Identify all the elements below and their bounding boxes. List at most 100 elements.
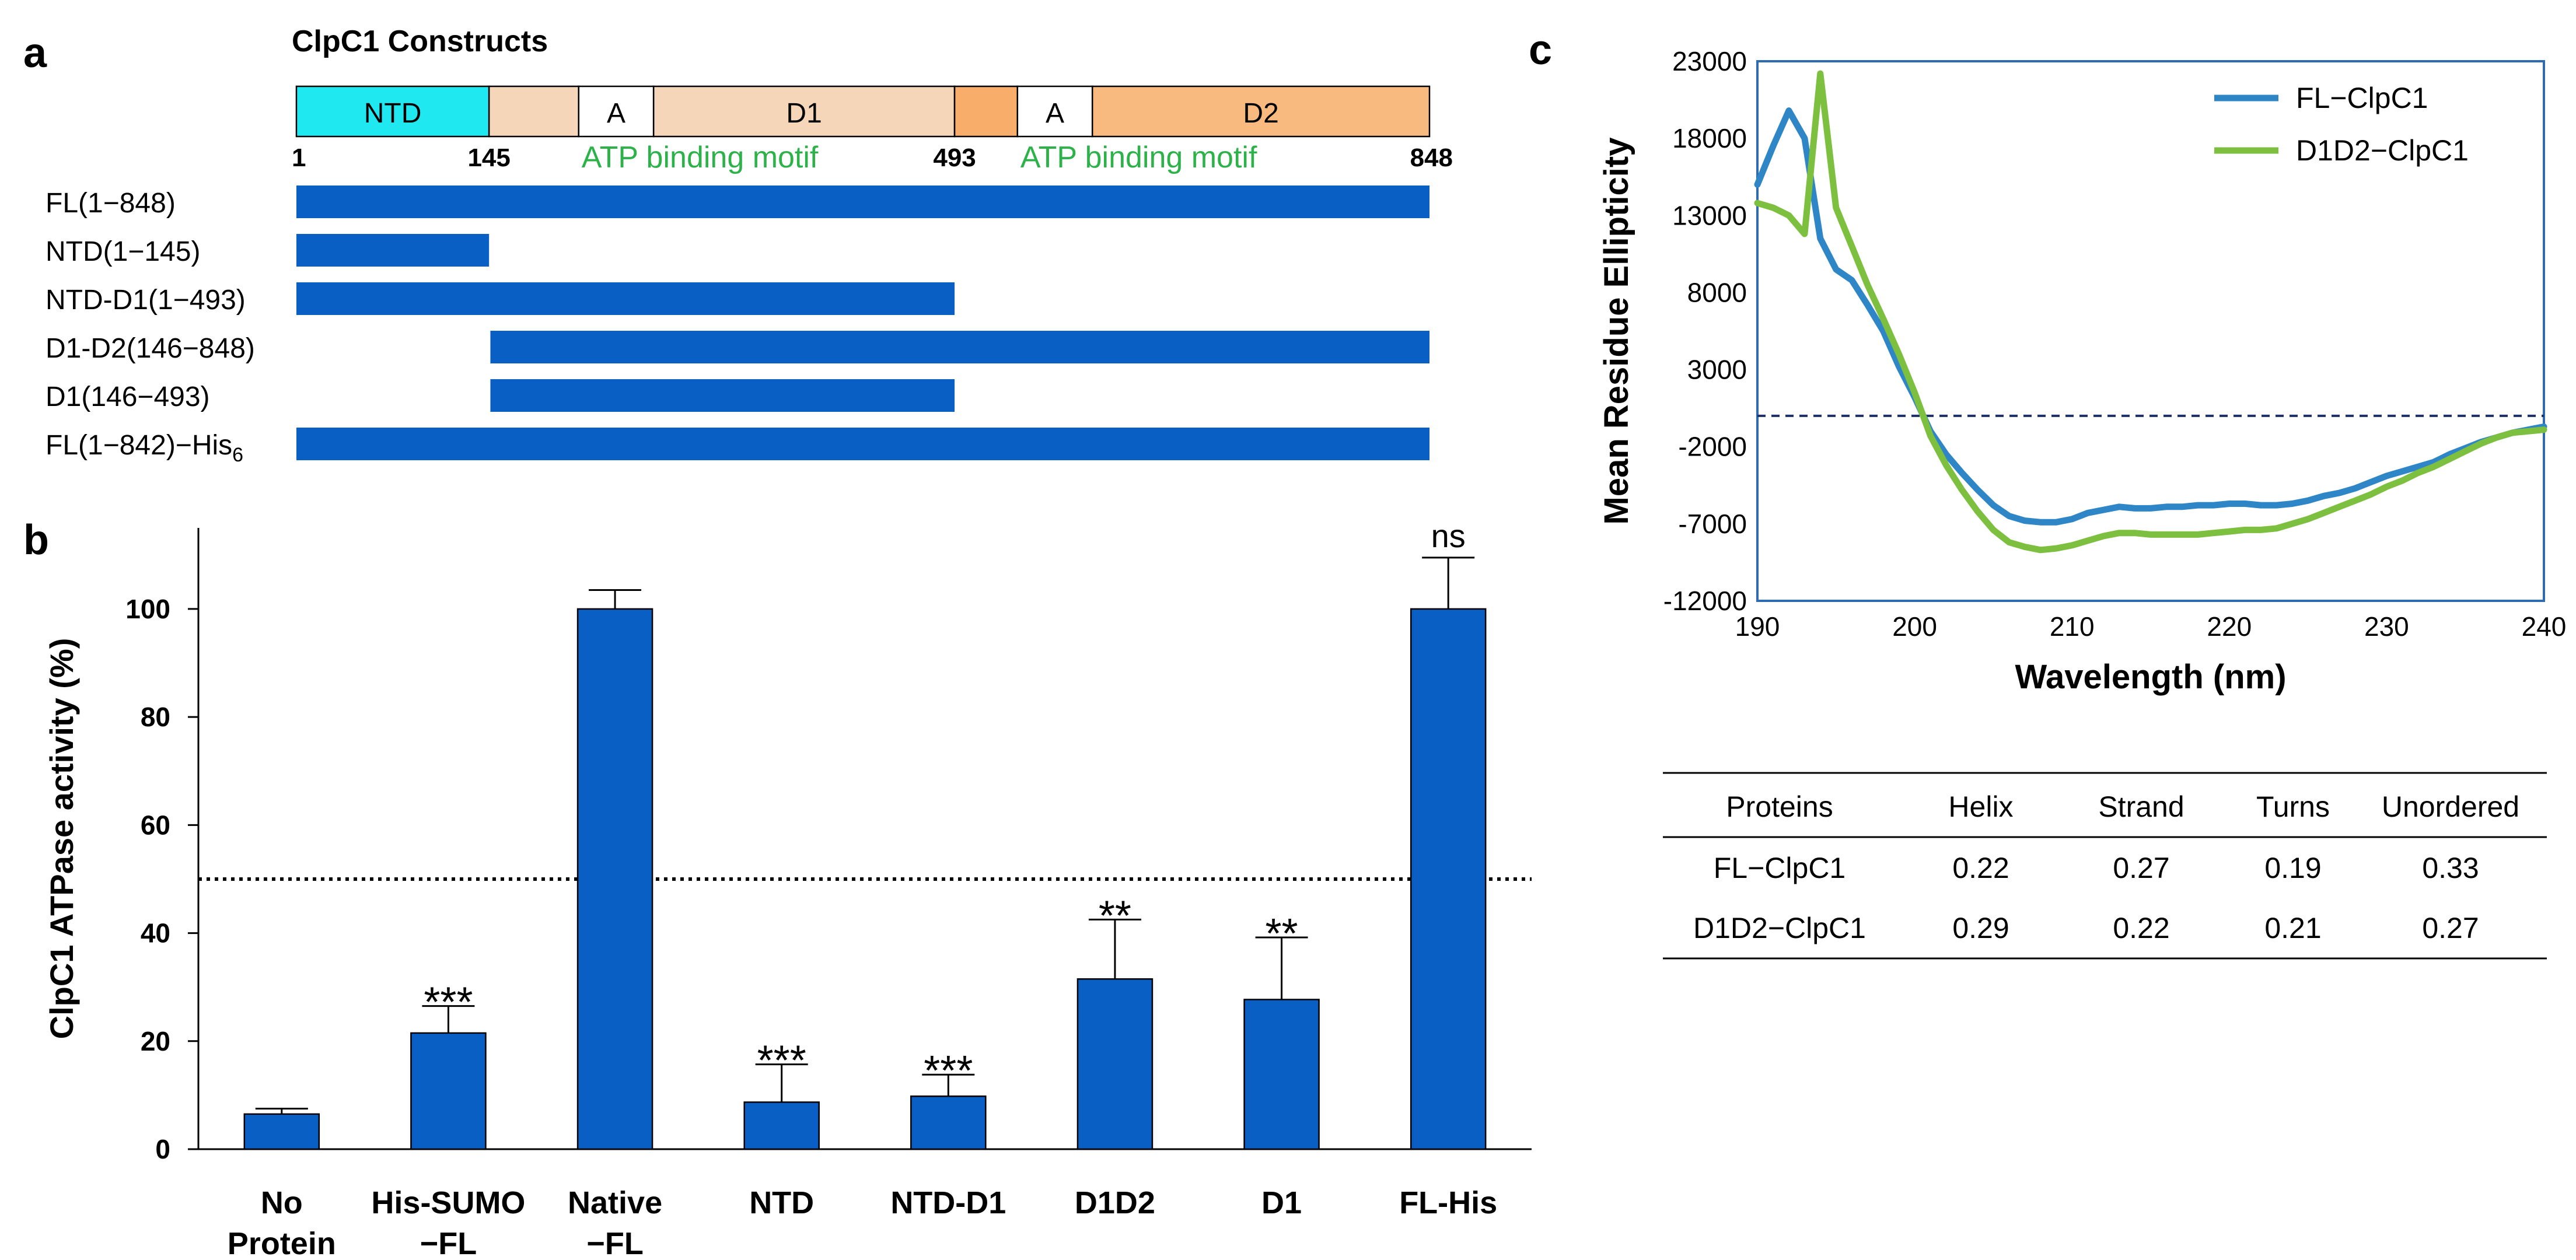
- x-tick-label: 200: [1892, 611, 1937, 642]
- y-tick-label: 8000: [1687, 277, 1747, 307]
- significance-label: ns: [1431, 517, 1466, 554]
- construct-bar: [296, 234, 490, 267]
- domain-block: [295, 85, 490, 138]
- construct-label: NTD-D1(1−493): [46, 285, 246, 316]
- table-cell: D1D2−ClpC1: [1693, 912, 1866, 944]
- secondary-structure-table: Proteins Helix Strand Turns Unordered FL−ClpC…: [1663, 772, 2547, 960]
- plot-frame: [1756, 60, 2545, 602]
- constructs-diagram: ClpC1 Constructs NTD A D1 A D2 1 145 493 848 AT…: [46, 24, 1453, 466]
- construct-label: FL(1−848): [46, 188, 176, 219]
- bar: [410, 1032, 487, 1150]
- x-tick-label: 240: [2522, 611, 2567, 642]
- construct-label-subscript: 6: [232, 444, 243, 466]
- domain-block: [1091, 85, 1431, 138]
- category-label: Native: [568, 1185, 662, 1220]
- construct-label: D1(146−493): [46, 382, 210, 412]
- x-axis-label: Wavelength (nm): [2015, 658, 2286, 696]
- table-cell: 0.21: [2264, 912, 2321, 944]
- construct-bar: [490, 331, 1429, 363]
- bar: [576, 608, 653, 1150]
- constructs-title: ClpC1 Constructs: [292, 24, 548, 58]
- domain-label: A: [607, 98, 625, 129]
- bar: [743, 1101, 820, 1150]
- significance-label: ***: [757, 1038, 806, 1084]
- category-label: −FL: [586, 1226, 644, 1260]
- table-cell: 0.19: [2264, 852, 2321, 884]
- table-header-cell: Turns: [2256, 790, 2330, 823]
- y-tick-label: 0: [155, 1134, 170, 1164]
- residue-tick-label: 848: [1410, 144, 1453, 172]
- domain-label: NTD: [364, 98, 422, 129]
- panel-letter-a: a: [23, 30, 47, 76]
- y-tick-label: 18000: [1672, 123, 1747, 153]
- domain-block: [953, 85, 1019, 138]
- category-label: FL-His: [1399, 1185, 1497, 1220]
- bar: [1410, 608, 1487, 1150]
- category-label: NTD: [749, 1185, 814, 1220]
- y-tick-label: -7000: [1678, 509, 1747, 539]
- series-line: [1754, 70, 2547, 554]
- legend-label: FL−ClpC1: [2296, 82, 2428, 114]
- significance-label: ***: [924, 1048, 973, 1094]
- category-label: No: [261, 1185, 303, 1220]
- category-label: Protein: [228, 1226, 336, 1260]
- panel-letter-b: b: [23, 517, 49, 564]
- construct-label: FL(1−842)−His6: [46, 430, 243, 466]
- category-label: −FL: [420, 1226, 477, 1260]
- table-cell: 0.33: [2422, 852, 2479, 884]
- legend-label: D1D2−ClpC1: [2296, 134, 2469, 167]
- table-cell: 0.22: [2113, 912, 2169, 944]
- domain-block: [578, 85, 655, 138]
- x-tick-label: 220: [2207, 611, 2252, 642]
- y-tick-label: 60: [141, 810, 170, 840]
- significance-label: **: [1099, 892, 1131, 939]
- series-line: [1754, 107, 2547, 526]
- domain-label: D1: [786, 98, 822, 129]
- y-tick-label: 100: [125, 594, 170, 624]
- construct-bar: [296, 186, 1429, 218]
- domain-label: D2: [1243, 98, 1278, 129]
- category-label: D1D2: [1075, 1185, 1155, 1220]
- table-header-cell: Strand: [2098, 790, 2184, 823]
- y-tick-label: 23000: [1672, 46, 1747, 76]
- construct-label: NTD(1−145): [46, 236, 200, 267]
- y-tick-label: 40: [141, 918, 170, 949]
- domain-block: [488, 85, 580, 138]
- significance-label: ***: [424, 979, 473, 1026]
- category-label: D1: [1261, 1185, 1302, 1220]
- bar: [1076, 978, 1154, 1150]
- y-tick-label: -12000: [1663, 586, 1747, 616]
- atp-motif-label: ATP binding motif: [582, 141, 819, 174]
- table-cell: 0.29: [1952, 912, 2009, 944]
- domain-block: [652, 85, 956, 138]
- cd-spectrum-chart: -12000 -7000 -2000 3000 8000 13000 18000 23000 1…: [1598, 46, 2566, 696]
- y-tick-label: 13000: [1672, 200, 1747, 230]
- table-cell: 0.27: [2113, 852, 2169, 884]
- y-axis-label: Mean Residue Ellipticity: [1598, 138, 1635, 525]
- panel-letter-c: c: [1529, 27, 1552, 74]
- atp-motif-label: ATP binding motif: [1020, 141, 1257, 174]
- category-label: His-SUMO: [371, 1185, 525, 1220]
- residue-tick-label: 493: [933, 144, 976, 172]
- construct-label-text: FL(1−842)−His: [46, 430, 232, 461]
- y-axis-label: ClpC1 ATPase activity (%): [43, 638, 80, 1040]
- y-tick-label: -2000: [1678, 432, 1747, 462]
- category-label: NTD-D1: [890, 1185, 1006, 1220]
- table-header-cell: Unordered: [2382, 790, 2519, 823]
- y-tick-label: 80: [141, 702, 170, 732]
- construct-bar: [296, 428, 1429, 460]
- y-tick-label: 3000: [1687, 355, 1747, 385]
- bar: [910, 1095, 987, 1150]
- domain-label: A: [1046, 98, 1064, 129]
- x-tick-label: 190: [1735, 611, 1780, 642]
- y-tick-label: 20: [141, 1026, 170, 1056]
- table-cell: 0.27: [2422, 912, 2479, 944]
- x-tick-label: 210: [2050, 611, 2095, 642]
- construct-label: D1-D2(146−848): [46, 333, 255, 364]
- residue-tick-label: 1: [292, 144, 306, 172]
- construct-bar: [296, 282, 955, 315]
- table-cell: FL−ClpC1: [1714, 852, 1846, 884]
- bar: [243, 1113, 320, 1150]
